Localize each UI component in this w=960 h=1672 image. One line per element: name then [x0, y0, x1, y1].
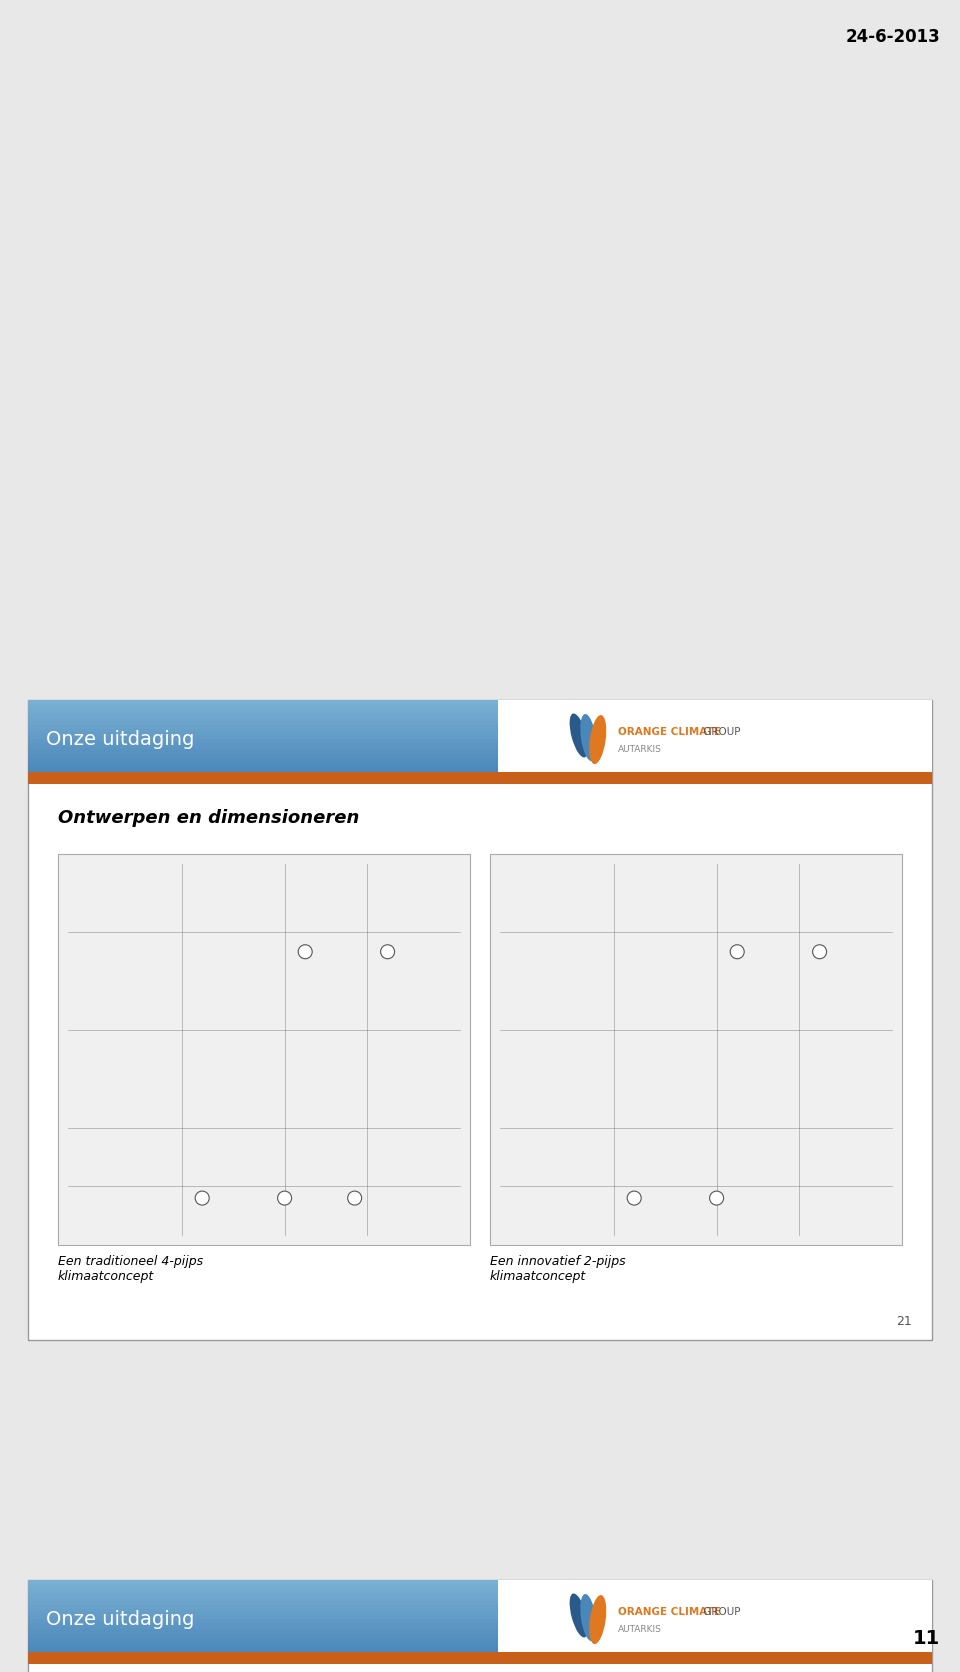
- Text: AUTARKIS: AUTARKIS: [617, 1625, 661, 1634]
- Bar: [498, 1580, 932, 1652]
- Bar: [28, 736, 498, 739]
- Bar: [28, 704, 498, 707]
- Bar: [28, 1598, 498, 1602]
- Text: AUTARKIS: AUTARKIS: [617, 746, 661, 754]
- Bar: [28, 742, 498, 747]
- Text: ORANGE CLIMATE: ORANGE CLIMATE: [617, 1607, 720, 1617]
- Ellipse shape: [569, 714, 588, 757]
- Ellipse shape: [580, 714, 596, 761]
- Bar: [28, 1634, 498, 1637]
- Bar: [28, 1642, 498, 1645]
- Bar: [28, 1637, 498, 1642]
- Bar: [28, 761, 498, 764]
- Ellipse shape: [589, 1595, 607, 1644]
- Text: Onze uitdaging: Onze uitdaging: [46, 731, 194, 749]
- Bar: [28, 754, 498, 757]
- Bar: [28, 711, 498, 714]
- Ellipse shape: [627, 1190, 641, 1206]
- Ellipse shape: [812, 945, 827, 958]
- Bar: [28, 1587, 498, 1590]
- Bar: [28, 1595, 498, 1598]
- Bar: [28, 764, 498, 769]
- Bar: [28, 757, 498, 761]
- Bar: [28, 1590, 498, 1595]
- Bar: [28, 751, 498, 754]
- Bar: [28, 1617, 498, 1620]
- Bar: [28, 1630, 498, 1634]
- Bar: [28, 1620, 498, 1624]
- Ellipse shape: [580, 1593, 596, 1640]
- Bar: [28, 1605, 498, 1608]
- Text: ORANGE CLIMATE: ORANGE CLIMATE: [617, 727, 720, 737]
- Ellipse shape: [195, 1190, 209, 1206]
- Ellipse shape: [709, 1190, 724, 1206]
- Bar: [28, 1608, 498, 1612]
- Bar: [28, 717, 498, 722]
- Bar: [28, 1580, 932, 1672]
- Bar: [28, 722, 498, 726]
- Ellipse shape: [277, 1190, 292, 1206]
- Text: Een innovatief 2-pijps
klimaatconcept: Een innovatief 2-pijps klimaatconcept: [490, 1256, 626, 1282]
- Bar: [28, 1602, 498, 1605]
- Ellipse shape: [348, 1190, 362, 1206]
- Bar: [28, 714, 498, 717]
- Text: Onze uitdaging: Onze uitdaging: [46, 1610, 194, 1629]
- Bar: [28, 1624, 498, 1627]
- Bar: [28, 1583, 498, 1587]
- Bar: [28, 701, 498, 704]
- Bar: [490, 854, 902, 1246]
- Text: 21: 21: [897, 1314, 912, 1328]
- Bar: [28, 1612, 498, 1617]
- Text: 11: 11: [913, 1629, 940, 1649]
- Bar: [28, 1645, 498, 1649]
- Bar: [28, 732, 498, 736]
- Bar: [28, 726, 498, 729]
- Bar: [28, 707, 498, 711]
- Bar: [28, 1652, 932, 1664]
- Bar: [28, 1627, 498, 1630]
- Bar: [28, 769, 498, 772]
- Bar: [28, 1649, 498, 1652]
- Bar: [28, 747, 498, 751]
- Bar: [498, 701, 932, 772]
- Ellipse shape: [589, 716, 607, 764]
- Text: GROUP: GROUP: [700, 727, 740, 737]
- Bar: [58, 854, 470, 1246]
- Text: Ontwerpen en dimensioneren: Ontwerpen en dimensioneren: [58, 809, 359, 828]
- Text: GROUP: GROUP: [700, 1607, 740, 1617]
- Ellipse shape: [299, 945, 312, 958]
- Bar: [28, 729, 498, 732]
- Bar: [28, 739, 498, 742]
- Ellipse shape: [731, 945, 744, 958]
- Ellipse shape: [569, 1593, 588, 1637]
- Text: Een traditioneel 4-pijps
klimaatconcept: Een traditioneel 4-pijps klimaatconcept: [58, 1256, 204, 1282]
- Bar: [28, 1580, 498, 1583]
- Bar: [28, 701, 932, 1339]
- Text: 24-6-2013: 24-6-2013: [845, 28, 940, 47]
- Bar: [28, 772, 932, 784]
- Ellipse shape: [380, 945, 395, 958]
